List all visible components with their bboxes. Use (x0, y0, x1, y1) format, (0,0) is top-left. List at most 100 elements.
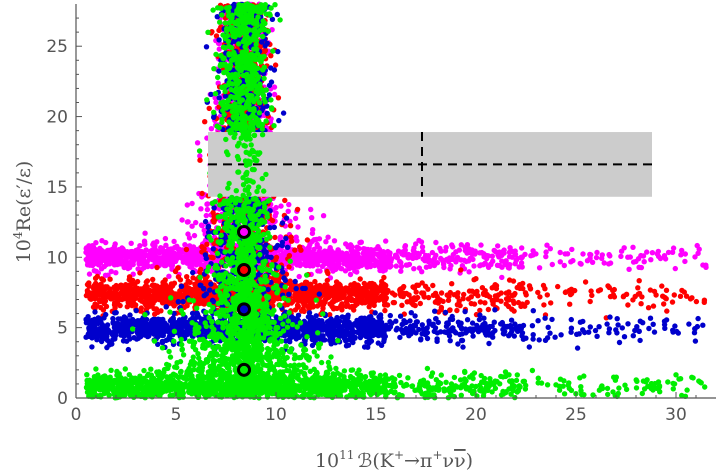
scatter-point (498, 290, 504, 296)
scatter-point (159, 295, 165, 302)
scatter-point (86, 271, 93, 277)
scatter-point (292, 307, 299, 313)
scatter-point (384, 288, 390, 294)
scatter-point (303, 249, 309, 255)
scatter-point (132, 281, 138, 288)
scatter-point (351, 260, 357, 266)
scatter-point (282, 197, 288, 204)
scatter-point (381, 302, 388, 308)
scatter-point (204, 241, 210, 247)
scatter-point (425, 286, 431, 292)
scatter-point (119, 253, 125, 259)
scatter-point (113, 260, 120, 266)
scatter-point (458, 242, 464, 248)
scatter-point (209, 254, 215, 260)
scatter-point (503, 258, 509, 265)
scatter-point (198, 222, 205, 228)
scatter-point (339, 303, 345, 310)
scatter-point (421, 257, 428, 263)
scatter-point (509, 254, 515, 260)
scatter-point (203, 212, 209, 219)
scatter-point (192, 282, 199, 289)
scatter-point (400, 285, 406, 291)
scatter-point (103, 239, 109, 246)
scatter-point (570, 257, 576, 264)
scatter-point (163, 242, 169, 248)
scatter-point (190, 275, 196, 281)
scatter-point (470, 256, 476, 263)
scatter-point (279, 252, 286, 258)
scatter-point (635, 291, 642, 297)
scatter-point (340, 288, 346, 294)
scatter-point (687, 296, 694, 302)
scatter-point (700, 262, 706, 268)
scatter-point (597, 287, 604, 293)
scatter-point (506, 289, 512, 295)
scatter-point (500, 249, 506, 255)
scatter-point (272, 62, 279, 68)
scatter-point (659, 283, 665, 289)
scatter-point (309, 215, 315, 221)
scatter-point (370, 298, 377, 304)
scatter-point (670, 245, 677, 251)
scatter-point (197, 157, 203, 163)
scatter-point (166, 289, 172, 296)
scatter-point (198, 206, 204, 212)
scatter-point (665, 249, 672, 256)
scatter-point (90, 304, 97, 310)
scatter-point (320, 213, 327, 219)
scatter-point (158, 308, 164, 314)
scatter-point (93, 240, 99, 246)
scatter-point (496, 254, 502, 260)
scatter-point (536, 265, 543, 271)
scatter-point (145, 290, 151, 296)
scatter-point (138, 288, 144, 294)
scatter-point (625, 302, 631, 308)
scatter-point (701, 299, 707, 305)
scatter-point (518, 263, 524, 270)
scatter-point (185, 290, 192, 296)
scatter-point (182, 242, 188, 248)
scatter-point (96, 297, 103, 303)
scatter-point (161, 262, 168, 269)
scatter-point (382, 307, 388, 314)
scatter-point (286, 264, 292, 270)
scatter-point (599, 252, 605, 258)
scatter-point (184, 274, 190, 280)
scatter-point (338, 254, 345, 260)
scatter-point (510, 278, 517, 284)
scatter-point (356, 245, 362, 252)
scatter-point (415, 254, 421, 260)
scatter-point (100, 307, 107, 313)
scatter-point (120, 259, 126, 266)
scatter-point (195, 289, 201, 296)
scatter-point (113, 270, 119, 276)
scatter-point (145, 263, 151, 270)
scatter-point (310, 289, 316, 295)
scatter-point (98, 266, 105, 272)
scatter-point (541, 302, 547, 308)
scatter-point (653, 292, 659, 298)
scatter-point (630, 244, 636, 250)
scatter-point (310, 227, 316, 233)
scatter-point (374, 289, 380, 296)
scatter-point (618, 253, 624, 260)
scatter-point (129, 295, 135, 302)
scatter-point (522, 303, 528, 309)
scatter-point (391, 299, 398, 306)
scatter-point (611, 294, 618, 300)
scatter-point (210, 209, 216, 216)
scatter-point (94, 288, 100, 295)
scatter-point (561, 262, 567, 269)
scatter-point (593, 254, 600, 261)
scatter-point (379, 252, 385, 258)
scatter-point (505, 303, 512, 310)
scatter-point (150, 276, 156, 283)
scatter-point (355, 293, 362, 299)
scatter-point (278, 203, 284, 209)
scatter-point (139, 298, 145, 304)
scatter-point (606, 261, 612, 267)
scatter-point (189, 200, 195, 207)
scatter-point (285, 208, 291, 214)
scatter-point (446, 293, 452, 299)
